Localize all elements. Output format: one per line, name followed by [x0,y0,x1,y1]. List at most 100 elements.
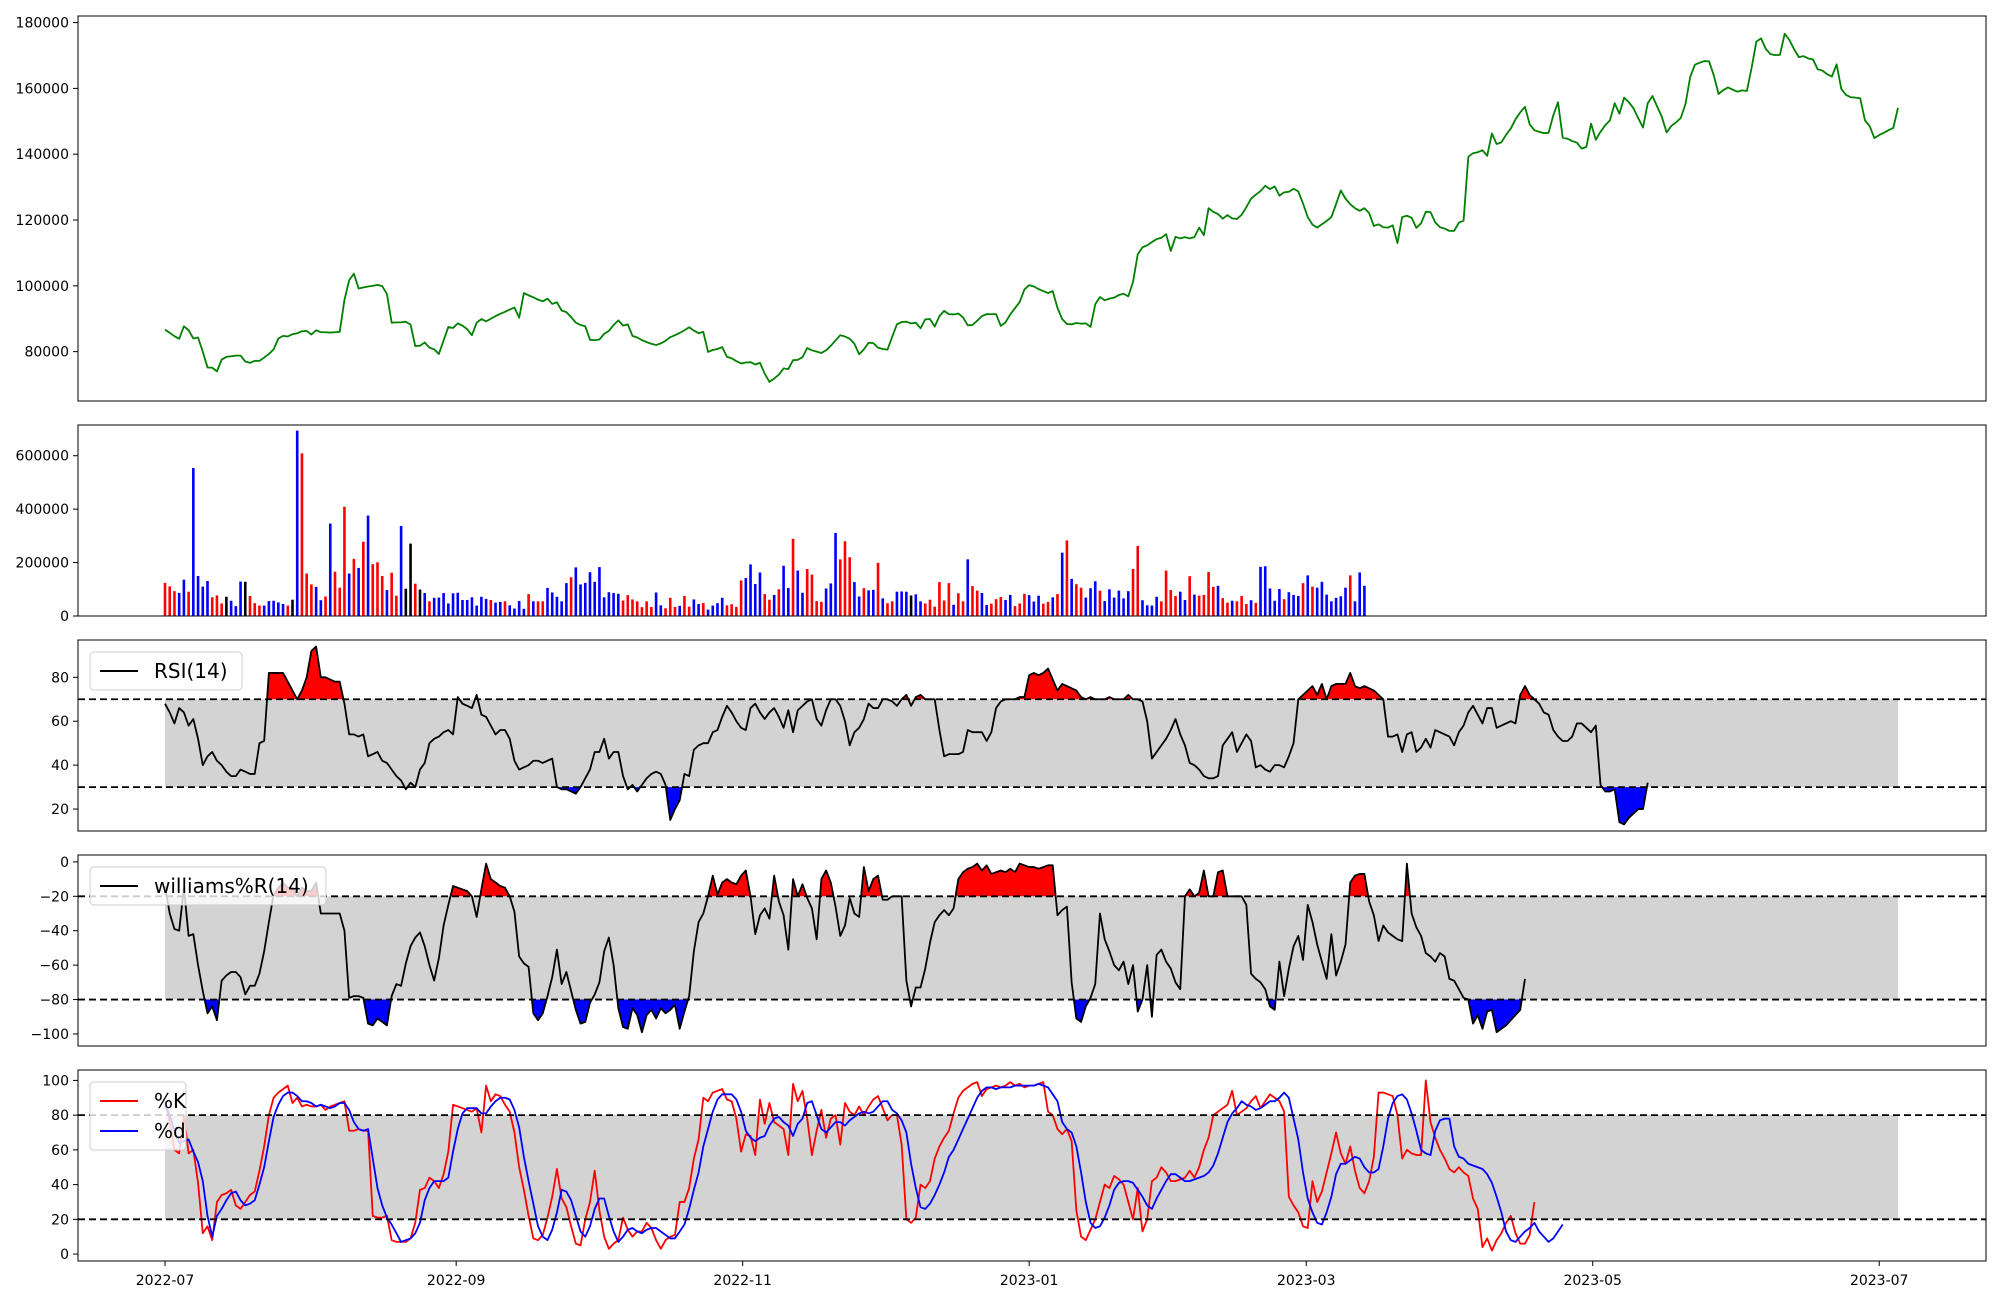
volume-bar [432,597,436,616]
volume-bar [1292,594,1295,616]
overbought-fill [1213,870,1228,897]
volume-bar [683,595,686,616]
volume-bar [258,605,261,616]
overbought-fill [1349,873,1369,897]
volume-bar [853,582,856,616]
volume-bar [905,591,908,616]
volume-bar [527,594,530,616]
volume-bar [1075,584,1078,616]
volume-bar [1004,599,1007,616]
volume-bar [938,582,941,616]
threshold-band [165,1115,1898,1220]
oversold-fill [573,999,592,1024]
volume-bar [1320,581,1324,616]
volume-bar [201,586,205,616]
volume-bar [248,595,252,616]
volume-bar [343,506,346,616]
volume-bar [1297,595,1300,616]
volume-bar [1145,605,1149,616]
stochastic-panel: 0 20 40 60 80 100 %K %d 2022-07 2022-09 2022-11 202… [42,1069,1987,1289]
volume-bar [593,581,597,616]
volume-bar [1098,590,1102,616]
x-tick-label: 2023-03 [1277,1273,1336,1289]
volume-bar [550,592,554,616]
volume-bar [1306,575,1310,616]
volume-panel: 0 200000 400000 600000 [16,424,1987,625]
y-tick-label: −20 [39,889,69,905]
volume-bar [267,601,271,616]
axes-frame [77,639,1987,832]
volume-bar [654,592,658,616]
y-tick-label: 180000 [16,16,69,32]
volume-bar [1348,575,1352,616]
volume-bar [1013,606,1017,616]
volume-bar [1339,596,1343,616]
volume-bar [522,608,526,616]
volume-bar [702,602,705,616]
volume-bar [645,601,648,616]
volume-bar [876,562,880,616]
y-tick-label: 40 [51,1178,69,1194]
volume-bar [423,593,427,616]
volume-bar [928,599,932,616]
volume-bar [1155,596,1158,616]
volume-bar [957,593,960,616]
y-tick-label: 200000 [16,556,69,572]
volume-bar [829,583,833,616]
x-tick-label: 2022-09 [427,1273,486,1289]
overbought-fill [955,863,1056,897]
volume-bar [295,430,299,616]
legend-label: williams%R(14) [154,874,309,898]
volume-bar [380,575,384,616]
volume-bar [480,596,483,616]
volume-bar [1122,598,1125,616]
y-tick-label: 120000 [16,213,69,229]
volume-bar [692,599,696,616]
volume-bar [234,606,238,616]
volume-bar [801,592,804,616]
y-tick-label: 0 [60,609,69,625]
x-tick-label: 2023-07 [1850,1273,1909,1289]
volume-bar [508,605,512,616]
volume-bar [1353,601,1357,616]
volume-bar [640,607,644,616]
overbought-fill [797,884,807,897]
volume-bar [985,605,988,616]
legend-label: %K [154,1089,187,1113]
volume-bar [196,575,200,616]
volume-bar [215,595,219,616]
volume-bar [617,593,620,616]
williams-panel: −100 −80 −60 −40 −20 0 williams%R(14) [31,854,1987,1047]
volume-bar [872,589,875,616]
volume-bar [281,603,285,616]
volume-bar [1216,585,1220,616]
overbought-fill [480,863,510,897]
volume-bar [1245,603,1248,616]
volume-bar [513,608,516,616]
y-tick-label: −40 [39,924,69,940]
volume-bar [895,591,899,616]
legend-label: RSI(14) [154,659,228,683]
volume-bar [909,595,913,616]
volume-bar [1249,600,1253,616]
volume-bar [668,597,672,616]
volume-bar [952,604,955,616]
oversold-fill [1268,999,1276,1010]
volume-bar [1363,585,1366,616]
volume-bar [971,586,974,616]
volume-bar [942,600,946,616]
volume-bar [867,590,870,616]
volume-bar [1254,602,1258,616]
volume-bar [758,572,762,616]
volume-bar [659,605,663,616]
volume-bar [1084,597,1088,616]
overbought-fill [1298,683,1327,700]
volume-bar [583,582,587,616]
volume-bar [1141,600,1144,616]
volume-bar [735,606,738,616]
volume-bar [1103,601,1106,616]
volume-bar [291,599,294,616]
volume-bar [1174,595,1177,616]
axes-background [78,16,1986,401]
